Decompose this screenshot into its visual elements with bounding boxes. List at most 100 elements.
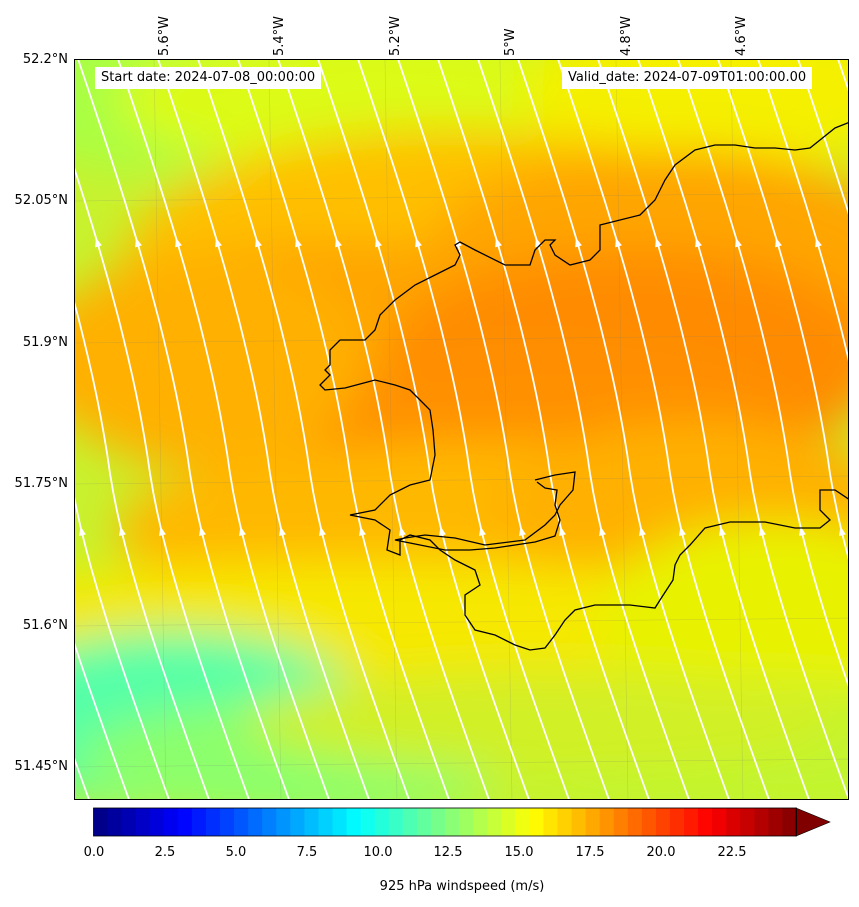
streamline-arrow-icon	[159, 526, 166, 536]
colorbar-segment	[416, 808, 432, 836]
colorbar-segment	[290, 808, 305, 836]
colorbar-segment	[487, 808, 502, 836]
streamline	[117, 60, 330, 799]
colorbar-segment	[332, 808, 348, 836]
streamline	[277, 60, 490, 799]
colorbar-segment	[430, 808, 446, 836]
coastline	[319, 122, 848, 651]
streamline	[437, 60, 650, 799]
colorbar-label: 925 hPa windspeed (m/s)	[379, 879, 545, 894]
streamline-arrow-icon	[575, 237, 582, 248]
colorbar-segment	[445, 808, 460, 836]
streamline-arrow-icon	[119, 526, 126, 536]
streamline-arrow-icon	[199, 526, 206, 536]
streamline-arrow-icon	[295, 237, 302, 248]
streamline	[677, 60, 848, 687]
streamline	[757, 60, 848, 362]
streamline-arrow-icon	[359, 526, 366, 536]
streamline-arrow-icon	[215, 237, 222, 248]
colorbar-segment	[374, 808, 390, 836]
colorbar-segment	[191, 808, 207, 836]
streamline-arrow-icon	[415, 237, 422, 248]
graticule-meridian	[499, 60, 513, 799]
streamline-arrow-icon	[175, 237, 182, 248]
lon-label-5-2w: 5.2°W	[388, 15, 403, 56]
streamline-arrow-icon	[815, 237, 822, 248]
streamline-arrow-icon	[695, 237, 702, 248]
wind-field-patch	[75, 250, 365, 470]
streamline	[797, 60, 848, 215]
colorbar-segment	[205, 808, 221, 836]
streamline-arrow-icon	[79, 526, 86, 536]
colorbar-segment	[515, 808, 530, 836]
colorbar-tick-17-5: 17.5	[575, 845, 605, 860]
lat-label-51-6n: 51.6°N	[22, 618, 68, 633]
colorbar-segment	[220, 808, 235, 836]
colorbar-segment	[177, 808, 193, 836]
graticule-meridian	[384, 60, 398, 799]
colorbar-segment	[571, 808, 587, 836]
lon-label-4-6w: 4.6°W	[734, 15, 749, 56]
streamline-arrow-icon	[719, 526, 726, 536]
lon-label-5w: 5°W	[503, 28, 518, 56]
streamline-arrow-icon	[439, 526, 446, 536]
map-panel	[74, 59, 849, 800]
streamline-arrow-icon	[399, 526, 406, 536]
colorbar-segment	[669, 808, 685, 836]
streamline-arrow-icon	[375, 237, 382, 248]
lat-label-52-2n: 52.2°N	[22, 52, 68, 67]
colorbar-segment	[262, 808, 277, 836]
colorbar-tick-15: 15.0	[504, 845, 534, 860]
colorbar-tick-2-5: 2.5	[154, 845, 176, 860]
colorbar-segment	[93, 808, 109, 836]
colorbar-segment	[754, 808, 769, 836]
streamline-arrow-icon	[519, 526, 526, 536]
streamline-arrow-icon	[495, 237, 502, 248]
colorbar-segment	[501, 808, 516, 836]
lat-label-51-75n: 51.75°N	[14, 476, 68, 491]
colorbar-segment	[107, 808, 123, 836]
graticule-meridian	[153, 60, 167, 799]
streamline-arrow-icon	[135, 237, 142, 248]
colorbar-segment	[529, 808, 544, 836]
colorbar-tick-7-5: 7.5	[296, 845, 318, 860]
colorbar-segment	[304, 808, 319, 836]
lon-label-4-8w: 4.8°W	[619, 15, 634, 56]
start-date-label: Start date: 2024-07-08_00:00:00	[95, 67, 322, 89]
colorbar-segment	[135, 808, 151, 836]
streamline	[75, 496, 170, 799]
streamline-arrow-icon	[655, 237, 662, 248]
streamline-arrow-icon	[679, 526, 686, 536]
streamline-arrow-icon	[279, 526, 286, 536]
colorbar-segment	[543, 808, 558, 836]
streamline	[397, 60, 610, 799]
wind-field-patch	[245, 670, 845, 770]
colorbar-segment	[782, 808, 797, 836]
lat-label-51-45n: 51.45°N	[14, 759, 68, 774]
streamline-arrow-icon	[639, 526, 646, 536]
streamline	[317, 60, 530, 799]
colorbar-tick-22-5: 22.5	[717, 845, 747, 860]
colorbar-segment	[613, 808, 629, 836]
valid-date-label: Valid_date: 2024-07-09T01:00:00.00	[562, 67, 813, 89]
streamline-arrow-icon	[599, 526, 606, 536]
streamline-arrow-icon	[839, 526, 846, 536]
colorbar-tick-10: 10.0	[363, 845, 393, 860]
graticule-parallel	[75, 617, 848, 627]
colorbar-segment	[599, 808, 615, 836]
graticule-parallel	[75, 758, 848, 768]
streamline	[77, 60, 290, 799]
colorbar-tick-5: 5.0	[225, 845, 247, 860]
streamline	[197, 60, 410, 799]
streamline-arrow-icon	[615, 237, 622, 248]
colorbar-segment	[698, 808, 713, 836]
colorbar-segment	[318, 808, 334, 836]
colorbar-segment	[248, 808, 263, 836]
colorbar-extend-arrow	[795, 807, 831, 837]
graticule-meridian	[730, 60, 744, 799]
streamline-arrow-icon	[735, 237, 742, 248]
colorbar-segment	[585, 808, 601, 836]
colorbar-segment	[402, 808, 418, 836]
lon-label-5-6w: 5.6°W	[157, 15, 172, 56]
streamline	[357, 60, 570, 799]
